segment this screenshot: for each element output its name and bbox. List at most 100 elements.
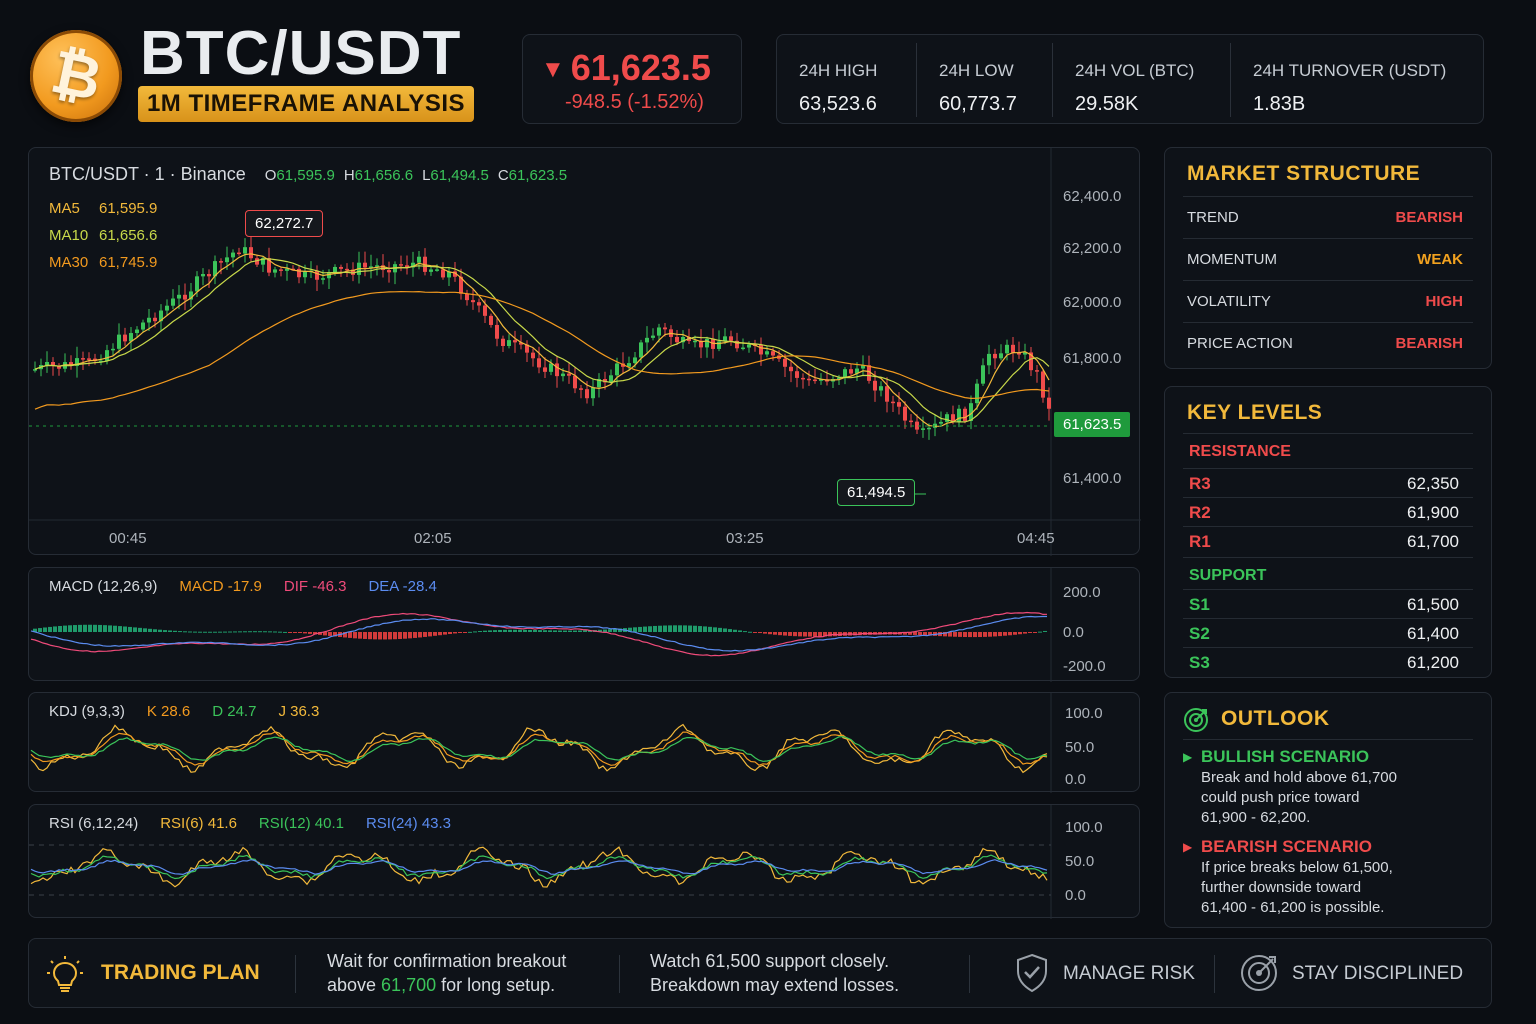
- kdj-panel[interactable]: KDJ (9,3,3) K 28.6 D 24.7 J 36.3 100.0 50.0…: [28, 692, 1140, 793]
- down-arrow-icon: ▼: [541, 56, 565, 84]
- macd-histogram-bar: [903, 632, 907, 635]
- candle-body: [1005, 344, 1009, 354]
- candle-body: [333, 266, 337, 273]
- stat-24h-turnover: 24H TURNOVER (USDT) 1.83B: [1231, 43, 1481, 117]
- macd-histogram-bar: [963, 632, 967, 638]
- candle-body: [105, 350, 109, 361]
- stat-value: 29.58K: [1075, 93, 1139, 115]
- macd-histogram-bar: [598, 629, 602, 632]
- macd-histogram-bar: [788, 632, 792, 636]
- macd-histogram-bar: [953, 632, 957, 637]
- candle-body: [159, 310, 163, 322]
- macd-histogram-bar: [388, 632, 392, 640]
- candle-body: [285, 268, 289, 271]
- macd-histogram-bar: [478, 631, 482, 633]
- macd-histogram-bar: [183, 631, 187, 633]
- candle-body: [135, 329, 139, 334]
- macd-histogram-bar: [793, 632, 797, 637]
- macd-histogram-bar: [978, 632, 982, 638]
- macd-histogram-bar: [653, 625, 657, 632]
- play-icon: ▶: [1183, 750, 1193, 764]
- macd-histogram-bar: [438, 632, 442, 636]
- y-tick: 100.0: [1065, 705, 1103, 722]
- macd-histogram-bar: [178, 631, 182, 633]
- macd-histogram-bar: [988, 632, 992, 637]
- macd-histogram-bar: [718, 627, 722, 632]
- macd-histogram-bar: [398, 632, 402, 640]
- candle-body: [321, 278, 325, 280]
- macd-histogram-bar: [658, 625, 662, 632]
- candle-body: [489, 315, 493, 325]
- candle-body: [507, 340, 511, 347]
- level-s1: S1 61,500: [1183, 589, 1473, 618]
- candle-body: [519, 342, 523, 345]
- macd-legend: MACD (12,26,9) MACD -17.9 DIF -46.3 DEA -28…: [49, 578, 437, 595]
- candle-body: [891, 401, 895, 404]
- stat-label: 24H VOL (BTC): [1075, 61, 1195, 80]
- macd-histogram-bar: [503, 629, 507, 632]
- candle-body: [111, 348, 115, 351]
- macd-histogram-bar: [198, 631, 202, 633]
- macd-histogram-bar: [33, 628, 37, 632]
- candle-body: [399, 264, 403, 266]
- macd-histogram-bar: [303, 632, 307, 634]
- low-price-tag: 61,494.5: [837, 479, 916, 506]
- macd-histogram-bar: [123, 626, 127, 632]
- candle-body: [549, 363, 553, 372]
- candle-body: [303, 271, 307, 278]
- macd-histogram-bar: [538, 630, 542, 632]
- candle-body: [225, 257, 229, 263]
- candle-body: [141, 322, 145, 330]
- macd-histogram-bar: [948, 632, 952, 637]
- candle-body: [921, 428, 925, 430]
- x-tick: 02:05: [414, 530, 452, 547]
- macd-histogram-bar: [168, 630, 172, 632]
- macd-histogram-bar: [443, 632, 447, 635]
- macd-histogram-bar: [708, 626, 712, 632]
- candle-body: [759, 344, 763, 355]
- low-value: 61,494.5: [430, 167, 489, 184]
- macd-histogram-bar: [153, 629, 157, 632]
- y-tick: 0.0: [1065, 887, 1086, 904]
- y-tick: 0.0: [1063, 624, 1084, 641]
- macd-histogram-bar: [368, 632, 372, 640]
- stats-box: 24H HIGH 63,523.6 24H LOW 60,773.7 24H V…: [776, 34, 1484, 124]
- candle-body: [33, 369, 37, 371]
- macd-histogram-bar: [318, 632, 322, 635]
- candle-body: [909, 420, 913, 423]
- candle-body: [993, 353, 997, 359]
- macd-histogram-bar: [1018, 632, 1022, 635]
- plan-tip-breakout: Wait for confirmation breakout above 61,…: [327, 951, 567, 995]
- candle-body: [837, 377, 841, 380]
- macd-histogram-bar: [343, 632, 347, 638]
- candle-body: [267, 258, 271, 273]
- macd-panel[interactable]: MACD (12,26,9) MACD -17.9 DIF -46.3 DEA -28…: [28, 567, 1140, 682]
- macd-histogram-bar: [748, 631, 752, 633]
- candle-body: [1017, 352, 1021, 355]
- candle-body: [699, 340, 703, 348]
- macd-histogram-bar: [378, 632, 382, 640]
- macd-histogram-bar: [148, 628, 152, 632]
- level-r3: R3 62,350: [1183, 468, 1473, 497]
- candle-body: [645, 337, 649, 343]
- ma10-readout: MA10 61,656.6: [49, 227, 158, 244]
- macd-histogram-bar: [418, 632, 422, 638]
- candle-body: [885, 386, 889, 402]
- candlestick-chart[interactable]: [29, 148, 1141, 556]
- close-value: 61,623.5: [508, 167, 568, 184]
- price-chart[interactable]: BTC/USDT · 1 · Binance O61,595.9 H61,656…: [28, 147, 1141, 556]
- macd-histogram-bar: [253, 631, 257, 633]
- macd-histogram-bar: [288, 632, 292, 633]
- rsi-panel[interactable]: RSI (6,12,24) RSI(6) 41.6 RSI(12) 40.1 RSI(…: [28, 804, 1140, 919]
- y-tick: 61,800.0: [1063, 350, 1122, 367]
- x-tick: 03:25: [726, 530, 764, 547]
- macd-histogram-bar: [63, 625, 67, 632]
- stat-24h-high: 24H HIGH 63,523.6: [777, 43, 917, 117]
- macd-histogram-bar: [573, 630, 577, 632]
- macd-histogram-bar: [558, 630, 562, 632]
- outlook-title: OUTLOOK: [1221, 707, 1330, 730]
- macd-histogram-bar: [363, 632, 367, 639]
- ma30-line: [34, 290, 1050, 410]
- trading-plan-title: TRADING PLAN: [101, 961, 260, 984]
- candle-body: [555, 363, 559, 377]
